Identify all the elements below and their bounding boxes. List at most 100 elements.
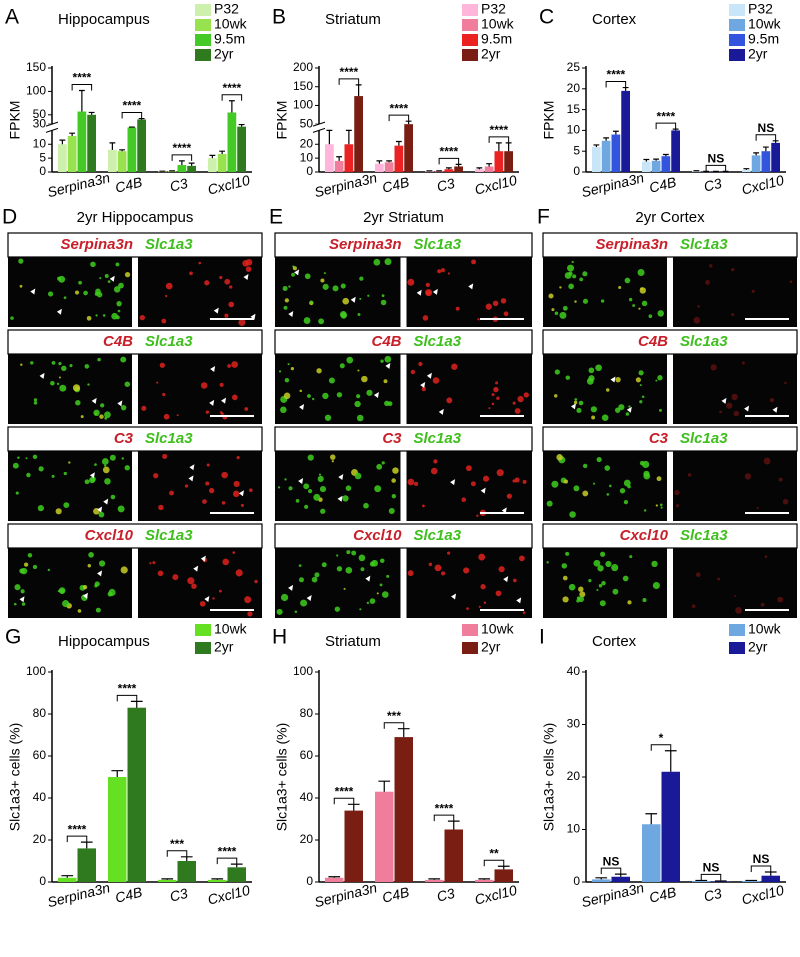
legend-swatch — [195, 642, 211, 654]
cell-signal — [641, 395, 645, 399]
cell-signal — [624, 277, 631, 284]
label-box — [274, 329, 533, 355]
micrograph — [138, 548, 262, 618]
cell-signal — [339, 310, 347, 318]
bar — [394, 737, 413, 882]
error-bar — [495, 142, 502, 152]
significance-bracket — [383, 722, 405, 729]
cell-signal — [298, 577, 304, 583]
cell-signal — [413, 481, 419, 487]
cell-signal — [579, 277, 584, 282]
cell-signal — [756, 506, 759, 510]
cell-signal — [360, 567, 365, 572]
cell-signal — [303, 483, 310, 490]
cell-signal — [500, 298, 507, 304]
cell-signal — [99, 414, 104, 419]
error-bar — [178, 160, 185, 166]
cell-signal — [731, 312, 735, 317]
arrowhead — [450, 479, 456, 486]
cell-signal — [611, 563, 619, 572]
arrowhead — [468, 283, 474, 290]
arrowhead — [243, 273, 249, 280]
cell-signal — [61, 365, 67, 372]
significance-bracket — [66, 835, 88, 843]
cell-signal — [220, 412, 224, 416]
cell-signal — [103, 464, 107, 467]
bar — [108, 149, 117, 172]
significance-bracket — [433, 814, 455, 822]
error-bar — [88, 111, 95, 115]
cell-signal — [307, 454, 314, 461]
cell-signal — [342, 297, 350, 305]
cell-signal — [648, 314, 653, 319]
micrograph — [406, 354, 532, 424]
cell-signal — [299, 389, 303, 393]
cell-signal — [86, 315, 92, 321]
y-tick-label: 100 — [26, 84, 46, 98]
y-tick-label: 40 — [567, 664, 581, 678]
arrowhead — [204, 595, 210, 602]
legend-label: 2yr — [214, 639, 234, 655]
chart-title: Striatum — [325, 633, 381, 650]
cell-signal — [366, 389, 373, 396]
cell-signal — [512, 401, 516, 405]
cell-signal — [357, 369, 360, 372]
cell-signal — [731, 268, 735, 272]
cell-signal — [451, 363, 458, 370]
significance-bracket — [705, 164, 727, 172]
cell-signal — [15, 491, 19, 495]
y-tick-label: 10 — [567, 123, 581, 137]
cell-signal — [546, 500, 553, 507]
cell-signal — [94, 463, 97, 466]
cell-signal — [391, 478, 396, 483]
cell-signal — [69, 364, 73, 368]
error-bar — [664, 750, 677, 772]
significance-label: *** — [387, 709, 401, 723]
cell-signal — [744, 473, 752, 480]
cell-signal — [371, 559, 378, 567]
cell-signal — [90, 476, 96, 482]
label-box — [542, 232, 798, 258]
cell-signal — [599, 600, 606, 607]
cell-signal — [75, 400, 81, 406]
x-tick-label: Serpina3n — [580, 169, 646, 200]
cell-signal — [244, 407, 249, 411]
arrowhead — [516, 597, 522, 604]
cell-signal — [32, 564, 38, 570]
legend-swatch — [195, 34, 211, 46]
axis-break-gap — [46, 124, 58, 131]
arrowhead — [221, 397, 227, 404]
arrowhead — [338, 473, 344, 480]
cell-signal — [346, 550, 351, 555]
bar — [434, 171, 444, 172]
cell-signal — [554, 369, 560, 375]
cell-signal — [425, 290, 432, 296]
cell-signal — [418, 361, 423, 367]
arrowhead — [250, 313, 256, 320]
cell-signal — [284, 298, 289, 303]
cell-signal — [582, 490, 589, 497]
cell-signal — [82, 585, 88, 590]
cell-signal — [642, 460, 650, 469]
bar — [127, 127, 137, 172]
cell-signal — [381, 591, 389, 598]
cell-signal — [606, 493, 610, 496]
cell-signal — [153, 473, 159, 479]
cell-signal — [495, 590, 502, 597]
significance-label: **** — [440, 145, 459, 159]
cell-signal — [278, 370, 282, 373]
error-bar — [455, 163, 462, 167]
cell-signal — [478, 553, 486, 561]
cell-signal — [622, 575, 629, 582]
cell-signal — [17, 456, 20, 459]
x-tick-label: Cxcl10 — [206, 172, 252, 198]
arrowhead — [772, 406, 778, 413]
cell-signal — [596, 589, 599, 592]
y-axis-label: FPKM — [541, 101, 557, 140]
error-bar — [347, 803, 360, 811]
cell-signal — [567, 264, 575, 272]
cell-signal — [470, 481, 476, 487]
cell-signal — [655, 379, 658, 382]
x-tick-label: Serpina3n — [46, 169, 112, 200]
